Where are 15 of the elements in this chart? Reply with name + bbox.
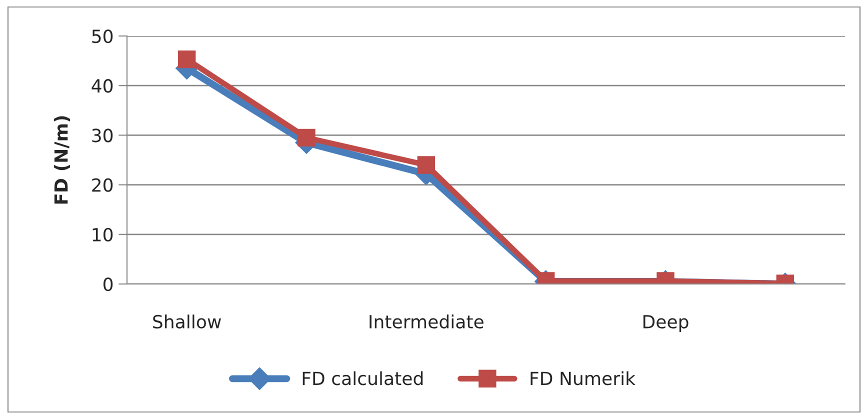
y-tick-label: 20 — [92, 178, 113, 192]
y-tick-label: 10 — [92, 228, 113, 242]
legend-label: FD calculated — [302, 371, 423, 386]
y-tick-label: 0 — [104, 277, 113, 292]
legend-label: FD Numerik — [530, 371, 636, 386]
x-tick-label: Intermediate — [370, 314, 484, 329]
x-tick-label: Deep — [643, 315, 688, 332]
y-axis-title: FD (N/m) — [54, 116, 70, 204]
y-tick-label: 40 — [92, 79, 113, 93]
y-tick-label: 50 — [92, 29, 113, 44]
point — [417, 156, 436, 174]
y-tick-label: 30 — [92, 128, 113, 142]
point — [298, 128, 316, 147]
point — [178, 50, 196, 68]
x-tick-label: Shallow — [153, 314, 221, 329]
